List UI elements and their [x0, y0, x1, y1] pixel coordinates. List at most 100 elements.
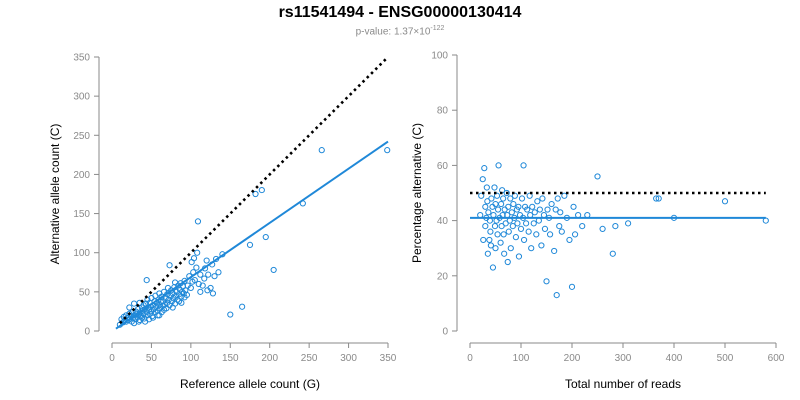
x-tick: 250 [301, 343, 318, 364]
x-tick-label: 100 [183, 353, 200, 364]
x-tick-label: 200 [261, 353, 278, 364]
x-tick-label: 0 [109, 353, 115, 364]
data-point [534, 198, 541, 205]
data-point [484, 198, 491, 205]
data-point [197, 271, 204, 278]
y-tick: 60 [437, 161, 457, 172]
data-point [503, 189, 510, 197]
x-tick-label: 150 [222, 353, 239, 364]
y-tick: 40 [437, 216, 457, 227]
x-tick: 100 [513, 343, 530, 364]
data-point [546, 231, 554, 238]
data-point [538, 242, 545, 249]
data-point [205, 271, 212, 278]
x-tick-label: 300 [340, 353, 357, 364]
x-tick: 300 [340, 343, 357, 364]
data-point [556, 223, 563, 230]
data-point [181, 277, 188, 284]
x-tick-label: 400 [666, 353, 683, 364]
data-point [502, 220, 509, 227]
data-point [489, 264, 497, 271]
data-point [612, 223, 619, 230]
y-axis-title: Alternative allele count (C) [48, 124, 62, 265]
data-point [512, 234, 520, 241]
chart-subtitle: p-value: 1.37×10-122 [0, 25, 800, 37]
y-tick: 300 [73, 92, 99, 103]
data-point [551, 247, 558, 255]
data-point [517, 225, 525, 232]
y-tick: 20 [437, 271, 457, 282]
x-tick-label: 250 [301, 353, 318, 364]
x-tick: 300 [615, 343, 632, 364]
data-point [143, 277, 150, 284]
data-point [153, 303, 160, 310]
data-point [239, 303, 246, 310]
data-point [252, 190, 259, 198]
data-point [318, 147, 325, 154]
y-tick-label: 50 [79, 287, 91, 298]
y-tick: 50 [79, 287, 99, 298]
data-point [721, 198, 729, 205]
data-point [500, 231, 507, 238]
data-point [526, 192, 533, 199]
y-tick-label: 0 [84, 327, 90, 338]
x-tick: 50 [146, 343, 157, 364]
data-point [497, 239, 504, 246]
data-point [209, 290, 217, 297]
data-point [505, 228, 512, 235]
data-point [529, 203, 536, 210]
data-point [491, 223, 499, 230]
data-point [197, 288, 204, 295]
y-tick-label: 0 [442, 327, 448, 338]
y-tick: 80 [437, 106, 457, 117]
data-point [495, 162, 502, 169]
data-point [571, 231, 579, 238]
data-point [498, 200, 505, 208]
data-point [507, 195, 514, 202]
x-tick-label: 100 [513, 353, 530, 364]
panel-1: 0 50 100 150 200 250 300 350 0 50 100 150 200 250 300 3… [48, 53, 397, 392]
data-point [487, 242, 495, 249]
data-point [557, 209, 564, 216]
data-point [194, 249, 201, 256]
data-point [548, 200, 555, 208]
data-point [130, 300, 138, 307]
data-point [655, 195, 662, 202]
panel-2: 0 100 200 300 400 500 600 0 20 40 60 80 100 Total num… [410, 51, 785, 392]
data-point [181, 294, 188, 301]
y-tick: 100 [73, 248, 99, 259]
data-point [227, 311, 234, 318]
data-point [145, 316, 153, 323]
data-point [508, 209, 515, 216]
subtitle-exponent: -122 [430, 25, 445, 32]
data-point [193, 264, 200, 271]
data-point [524, 206, 531, 213]
y-tick: 350 [73, 53, 99, 64]
x-tick: 350 [380, 343, 397, 364]
data-point [523, 220, 530, 227]
data-point [166, 262, 173, 269]
data-point [160, 306, 168, 313]
y-tick-label: 150 [73, 209, 90, 220]
data-point [180, 290, 187, 297]
x-tick: 200 [261, 343, 278, 364]
x-tick: 500 [717, 343, 734, 364]
data-point [169, 304, 176, 311]
x-tick-label: 300 [615, 353, 632, 364]
data-point [505, 203, 512, 210]
data-point [211, 273, 218, 280]
data-point [481, 165, 488, 172]
y-tick: 200 [73, 170, 99, 181]
points-series [477, 162, 769, 299]
data-point [515, 203, 522, 210]
data-point [500, 195, 507, 202]
data-point [568, 283, 576, 290]
data-point [530, 220, 537, 227]
fit-line [115, 140, 389, 330]
data-point [531, 209, 538, 216]
data-point [553, 292, 560, 299]
y-tick-label: 20 [437, 271, 449, 282]
x-tick-label: 600 [768, 353, 785, 364]
data-point [484, 250, 491, 257]
